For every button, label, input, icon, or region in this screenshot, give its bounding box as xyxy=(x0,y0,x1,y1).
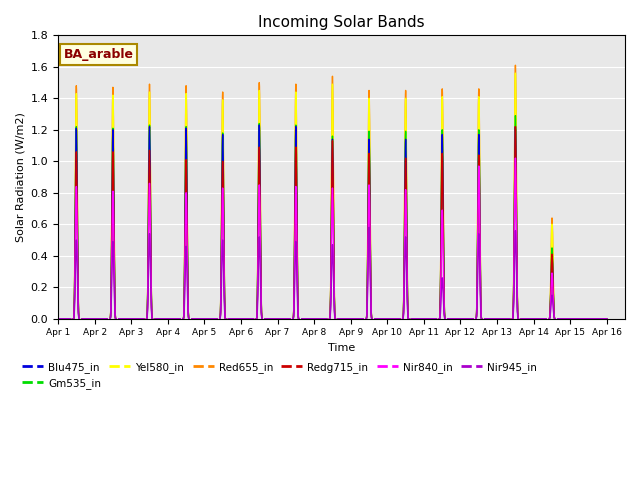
Y-axis label: Solar Radiation (W/m2): Solar Radiation (W/m2) xyxy=(15,112,25,242)
Title: Incoming Solar Bands: Incoming Solar Bands xyxy=(258,15,425,30)
X-axis label: Time: Time xyxy=(328,343,355,353)
Legend: Blu475_in, Gm535_in, Yel580_in, Red655_in, Redg715_in, Nir840_in, Nir945_in: Blu475_in, Gm535_in, Yel580_in, Red655_i… xyxy=(18,358,541,393)
Text: BA_arable: BA_arable xyxy=(64,48,134,61)
